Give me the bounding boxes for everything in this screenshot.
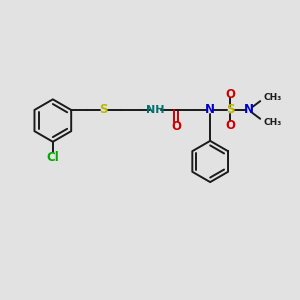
Text: O: O <box>225 88 235 101</box>
Text: NH: NH <box>146 105 164 115</box>
Text: CH₃: CH₃ <box>263 93 281 102</box>
Text: Cl: Cl <box>46 152 59 164</box>
Text: S: S <box>99 103 108 116</box>
Text: N: N <box>205 103 215 116</box>
Text: O: O <box>171 120 181 133</box>
Text: O: O <box>225 119 235 132</box>
Text: N: N <box>244 103 254 116</box>
Text: S: S <box>226 103 234 116</box>
Text: CH₃: CH₃ <box>263 118 281 127</box>
